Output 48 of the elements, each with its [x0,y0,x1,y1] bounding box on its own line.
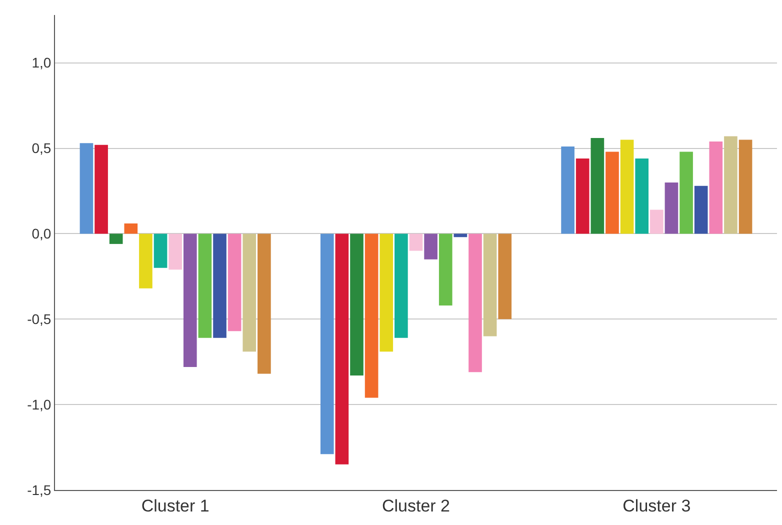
bar [168,234,182,270]
bar [80,143,94,234]
bar [694,186,708,234]
bar [620,140,634,234]
bar [650,210,664,234]
bar [154,234,168,268]
bar [335,234,349,464]
x-tick-label: Cluster 2 [382,496,450,516]
bar [198,234,212,338]
bar [139,234,152,288]
y-tick-label: -0,5 [27,311,52,328]
x-tick-label: Cluster 1 [141,496,210,516]
bar [590,138,604,234]
y-tick-label: 1,0 [32,54,52,71]
bar [228,234,242,332]
y-tick-label: -1,5 [27,482,52,498]
bar [320,234,334,454]
bar [468,234,482,372]
bar [364,234,378,398]
bar [124,223,138,234]
bar [454,234,468,238]
bar [724,136,738,234]
bar [483,234,497,336]
bar [664,182,678,234]
bar [635,158,649,234]
bar [242,234,256,352]
bar [738,140,752,234]
y-tick-label: 0,0 [32,226,52,242]
bar [680,152,693,234]
y-tick-label: -1,0 [27,396,52,412]
bar [409,234,423,251]
bar [183,234,197,367]
bar [109,234,123,244]
bar [424,234,438,260]
bar [709,141,723,234]
bar [561,146,574,234]
bar [350,234,364,376]
bar [258,234,271,374]
x-tick-label: Cluster 3 [622,496,691,516]
bar [213,234,226,338]
y-tick-label: 0,5 [32,140,52,156]
bar [498,234,512,320]
bar [94,144,108,234]
bar [380,234,394,352]
bar [606,152,619,234]
bar [438,234,452,306]
bar [576,158,590,234]
bar [394,234,408,338]
